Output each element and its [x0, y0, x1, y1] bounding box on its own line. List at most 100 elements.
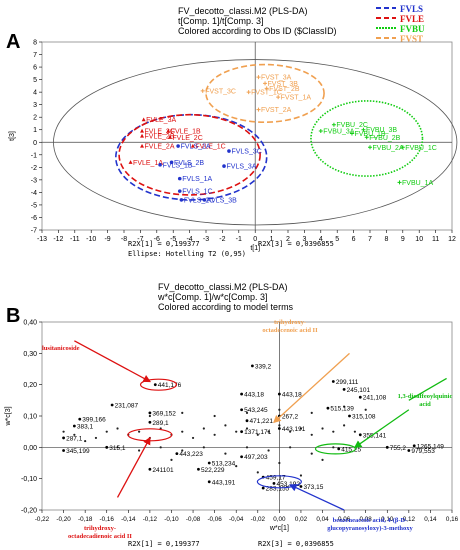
score-point-fvbu-2a: FVBU_2A [368, 145, 404, 152]
loading-point: 979,553 [407, 448, 435, 455]
score-point-fvls-3a: FVLS_3A [222, 164, 257, 171]
x-tick-label-b: -0,14 [121, 516, 136, 523]
footer-a-ellipse: Ellipse: Hotelling T2 (0,95) [128, 250, 246, 258]
point-label: 399,166 [82, 417, 106, 424]
highlight-benzeneacetic [256, 475, 302, 489]
point-marker [412, 444, 416, 448]
legend-a-label-fvls: FVLS [400, 4, 423, 14]
loading-point: 415,25 [337, 446, 361, 453]
legend-a-label-fvbu: FVBU [400, 24, 425, 34]
point-label: 245,101 [347, 387, 371, 394]
point-marker [200, 88, 205, 93]
point-marker [128, 160, 133, 164]
score-point-fvbu-1a: FVBU_1A [397, 180, 433, 187]
point-label: 471,221 [250, 418, 274, 425]
x-tick-label-a: 10 [415, 236, 423, 243]
point-label: FVST_3B [268, 81, 299, 88]
panel-label-b: B [6, 305, 20, 327]
y-tick-label-a: -2 [31, 165, 37, 172]
x-tick-label-a: -4 [186, 236, 192, 243]
annotation-benzeneacetic: benzeneacetic acid, 4-(β-D- [333, 517, 408, 524]
point-label: FVLS_1A [182, 176, 212, 183]
point-label: 443,18 [282, 392, 302, 399]
point-marker [153, 383, 157, 387]
point-marker [227, 149, 231, 153]
point-label: FVBU_3B [366, 127, 397, 134]
score-point-fvle-3a: FVLE_3A [141, 117, 176, 124]
panel-label-a: A [6, 31, 20, 53]
loading-point: 373,15 [299, 484, 324, 491]
point-label: 231,087 [115, 403, 139, 410]
y-tick-label-b: -0,10 [21, 476, 37, 483]
point-label: 979,553 [411, 448, 435, 455]
loading-point: 241101 [148, 467, 174, 474]
x-tick-label-b: -0,20 [56, 516, 71, 523]
arrow-dicaffeoylquinic [353, 409, 410, 449]
point-marker [348, 414, 351, 418]
loading-cloud-point [256, 433, 259, 436]
x-tick-label-b: 0,02 [295, 516, 308, 523]
loading-cloud-point [245, 446, 249, 449]
class-ellipse-2 [310, 100, 424, 177]
point-label: FVLE_1B [171, 128, 201, 135]
loading-point: 245,101 [342, 387, 371, 394]
point-label: 443,223 [179, 451, 203, 458]
score-point-fvls-2c: FVLS_2C [179, 197, 214, 204]
point-marker [110, 403, 114, 407]
loading-cloud-point [245, 411, 249, 414]
loading-cloud-point [278, 424, 281, 427]
score-point-fvbu-3a: FVBU_3A [318, 128, 355, 135]
x-tick-label-b: -0,16 [100, 516, 115, 523]
loading-cloud-point [267, 430, 270, 433]
point-label: FVST_3C [205, 88, 236, 95]
loading-cloud-point [191, 436, 195, 440]
x-tick-label-b: -0,02 [251, 516, 266, 523]
score-point-fvls-2a: FVLS_2A [176, 144, 211, 151]
loading-cloud-point [321, 427, 324, 430]
loading-cloud-point [181, 430, 184, 433]
chart-a-subtitle2: Colored according to Obs ID ($ClassID) [178, 26, 337, 36]
point-marker [361, 127, 366, 132]
y-tick-label-a: 1 [33, 127, 37, 134]
point-marker [177, 176, 182, 181]
point-label: FVLE_3C [145, 128, 175, 135]
point-label: FVLE_2A [145, 144, 175, 151]
point-marker [176, 144, 180, 148]
point-label: 443,18 [244, 392, 264, 399]
chart-b-subtitle2: Colored according to model terms [158, 302, 294, 312]
y-tick-label-a: 4 [33, 90, 37, 97]
score-point-fvle-3c: FVLE_3C [140, 128, 175, 135]
x-tick-label-a: 6 [352, 236, 356, 243]
point-label: FVLS_3C [231, 149, 261, 156]
point-marker [166, 128, 171, 133]
loading-cloud-point [343, 424, 346, 427]
x-tick-label-a: 4 [319, 236, 323, 243]
loading-cloud-point [310, 411, 313, 414]
score-point-fvle-1b: FVLE_1B [166, 128, 201, 135]
loading-cloud-point [256, 471, 259, 474]
loading-point: 345,199 [62, 448, 90, 455]
y-tick-label-b: -0,20 [21, 508, 37, 515]
point-label: FVST_2A [261, 107, 292, 114]
loading-point: 383,1 [72, 424, 94, 431]
x-tick-label-b: -0,04 [229, 516, 244, 523]
point-marker [141, 117, 146, 122]
point-label: 441,176 [158, 382, 182, 389]
point-marker [78, 417, 82, 421]
loading-point: 471,221 [245, 418, 274, 425]
x-tick-label-b: -0,18 [78, 516, 93, 523]
loading-cloud-point [94, 436, 98, 440]
x-tick-label-a: 11 [432, 236, 439, 243]
loading-cloud-point [224, 424, 227, 427]
point-marker [179, 198, 184, 202]
y-axis-label-a: t[3] [9, 131, 16, 141]
point-label: FVBU_1A [402, 180, 433, 187]
loading-point: 231,087 [110, 403, 139, 410]
loading-cloud-point [299, 474, 303, 477]
x-tick-label-a: -13 [37, 236, 47, 243]
y-tick-label-a: 2 [33, 115, 37, 122]
point-marker [263, 81, 268, 86]
x-tick-label-a: -3 [203, 236, 209, 243]
score-point-fvls-3c: FVLS_3C [227, 149, 262, 156]
